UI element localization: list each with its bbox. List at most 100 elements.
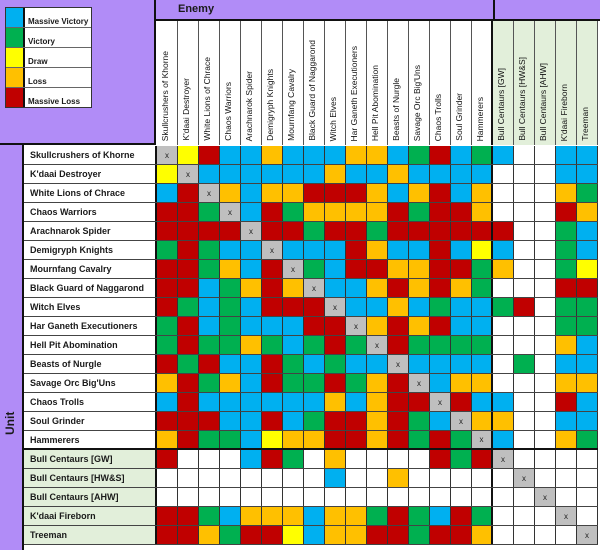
matchup-cell[interactable]: x: [409, 374, 430, 392]
matchup-cell[interactable]: [325, 184, 346, 202]
matchup-cell[interactable]: [388, 431, 409, 448]
matchup-cell[interactable]: [283, 488, 304, 506]
matchup-cell[interactable]: [199, 222, 220, 240]
matchup-cell[interactable]: [325, 241, 346, 259]
matchup-cell[interactable]: [514, 431, 535, 448]
matchup-cell[interactable]: [514, 488, 535, 506]
matchup-cell[interactable]: [577, 146, 598, 164]
matchup-cell[interactable]: [367, 431, 388, 448]
matchup-cell[interactable]: [241, 184, 262, 202]
column-header-hammerers[interactable]: Hammerers: [472, 21, 493, 145]
matchup-cell[interactable]: [577, 260, 598, 278]
matchup-cell[interactable]: [556, 355, 577, 373]
matchup-cell[interactable]: [241, 317, 262, 335]
matchup-cell[interactable]: [178, 298, 199, 316]
matchup-cell[interactable]: [514, 260, 535, 278]
matchup-cell[interactable]: [304, 412, 325, 430]
matchup-cell[interactable]: [346, 260, 367, 278]
matchup-cell[interactable]: [577, 355, 598, 373]
matchup-cell[interactable]: [535, 526, 556, 544]
matchup-cell[interactable]: [262, 374, 283, 392]
matchup-cell[interactable]: [535, 431, 556, 448]
matchup-cell[interactable]: x: [367, 336, 388, 354]
matchup-cell[interactable]: [430, 317, 451, 335]
matchup-cell[interactable]: [157, 203, 178, 221]
matchup-cell[interactable]: [241, 507, 262, 525]
matchup-cell[interactable]: [304, 260, 325, 278]
matchup-cell[interactable]: [367, 393, 388, 411]
column-header-soul-grinder[interactable]: Soul Grinder: [451, 21, 472, 145]
matchup-cell[interactable]: [388, 260, 409, 278]
row-label-witch-elves[interactable]: Witch Elves: [24, 298, 157, 316]
matchup-cell[interactable]: [430, 488, 451, 506]
matchup-cell[interactable]: [367, 507, 388, 525]
matchup-cell[interactable]: x: [157, 146, 178, 164]
matchup-cell[interactable]: [367, 241, 388, 259]
matchup-cell[interactable]: [493, 146, 514, 164]
column-header-chaos-warriors[interactable]: Chaos Warriors: [220, 21, 241, 145]
matchup-cell[interactable]: x: [472, 431, 493, 448]
matchup-cell[interactable]: x: [262, 241, 283, 259]
matchup-cell[interactable]: [220, 488, 241, 506]
matchup-cell[interactable]: [367, 488, 388, 506]
matchup-cell[interactable]: [577, 241, 598, 259]
matchup-cell[interactable]: [556, 393, 577, 411]
matchup-cell[interactable]: [325, 488, 346, 506]
matchup-cell[interactable]: [220, 279, 241, 297]
matchup-cell[interactable]: [556, 298, 577, 316]
matchup-cell[interactable]: [451, 526, 472, 544]
matchup-cell[interactable]: [388, 393, 409, 411]
matchup-cell[interactable]: [409, 260, 430, 278]
row-label-chaos-warriors[interactable]: Chaos Warriors: [24, 203, 157, 221]
matchup-cell[interactable]: [283, 298, 304, 316]
matchup-cell[interactable]: [388, 146, 409, 164]
matchup-cell[interactable]: [388, 279, 409, 297]
matchup-cell[interactable]: [493, 488, 514, 506]
matchup-cell[interactable]: [199, 165, 220, 183]
matchup-cell[interactable]: [430, 279, 451, 297]
matchup-cell[interactable]: [556, 146, 577, 164]
matchup-cell[interactable]: [577, 488, 598, 506]
column-header-mournfang-cavalry[interactable]: Mournfang Cavalry: [283, 21, 304, 145]
matchup-cell[interactable]: [535, 450, 556, 468]
matchup-cell[interactable]: [451, 355, 472, 373]
matchup-cell[interactable]: [304, 165, 325, 183]
matchup-cell[interactable]: [220, 507, 241, 525]
matchup-cell[interactable]: [514, 298, 535, 316]
matchup-cell[interactable]: [577, 203, 598, 221]
matchup-cell[interactable]: [178, 393, 199, 411]
row-label-mournfang-cavalry[interactable]: Mournfang Cavalry: [24, 260, 157, 278]
matchup-cell[interactable]: [514, 184, 535, 202]
matchup-cell[interactable]: [409, 355, 430, 373]
matchup-cell[interactable]: x: [178, 165, 199, 183]
matchup-cell[interactable]: x: [535, 488, 556, 506]
matchup-cell[interactable]: [241, 431, 262, 448]
matchup-cell[interactable]: [367, 526, 388, 544]
matchup-cell[interactable]: [304, 450, 325, 468]
matchup-cell[interactable]: [220, 355, 241, 373]
matchup-cell[interactable]: [241, 165, 262, 183]
matchup-cell[interactable]: [262, 412, 283, 430]
matchup-cell[interactable]: [199, 317, 220, 335]
matchup-cell[interactable]: [409, 241, 430, 259]
row-label-beasts-of-nurgle[interactable]: Beasts of Nurgle: [24, 355, 157, 373]
matchup-cell[interactable]: [325, 450, 346, 468]
matchup-cell[interactable]: [556, 279, 577, 297]
matchup-cell[interactable]: [388, 222, 409, 240]
matchup-cell[interactable]: [388, 298, 409, 316]
matchup-cell[interactable]: [346, 279, 367, 297]
matchup-cell[interactable]: [241, 374, 262, 392]
matchup-cell[interactable]: [514, 336, 535, 354]
matchup-cell[interactable]: [262, 146, 283, 164]
matchup-cell[interactable]: [304, 526, 325, 544]
matchup-cell[interactable]: [577, 431, 598, 448]
matchup-cell[interactable]: [346, 146, 367, 164]
matchup-cell[interactable]: [535, 355, 556, 373]
matchup-cell[interactable]: [199, 393, 220, 411]
matchup-cell[interactable]: [514, 355, 535, 373]
matchup-cell[interactable]: [535, 507, 556, 525]
matchup-cell[interactable]: [451, 165, 472, 183]
matchup-cell[interactable]: [157, 526, 178, 544]
matchup-cell[interactable]: [514, 241, 535, 259]
matchup-cell[interactable]: [220, 412, 241, 430]
